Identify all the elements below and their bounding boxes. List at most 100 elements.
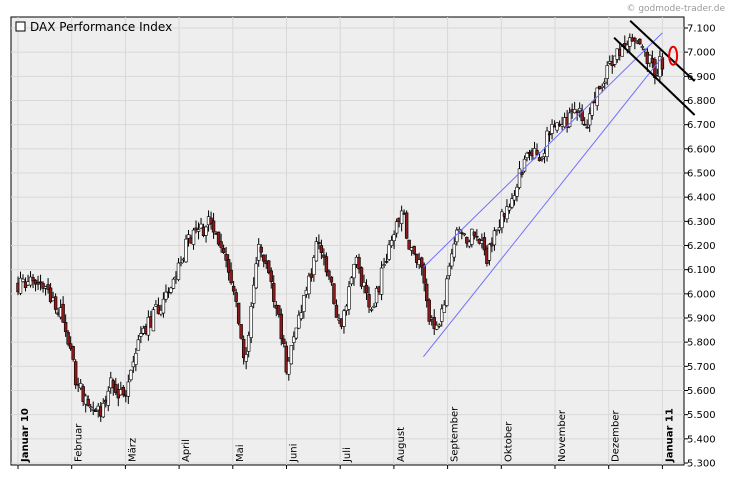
y-tick-label: 6.800 [687, 96, 716, 107]
y-tick-label: 5.900 [687, 314, 716, 325]
candle-body [121, 387, 126, 396]
candle-body [567, 112, 572, 127]
candle-body [91, 408, 95, 411]
candle-body [211, 220, 216, 233]
trendlines [423, 20, 696, 357]
candle-body [575, 111, 579, 114]
candle-body [219, 241, 223, 248]
y-tick-label: 6.100 [687, 265, 716, 276]
candle-body [199, 223, 203, 229]
candle-body [442, 304, 446, 313]
candle-body [229, 269, 233, 284]
candle-body [272, 283, 276, 302]
candle-body [362, 282, 366, 287]
x-month-label: Februar [74, 423, 85, 462]
candle-body [38, 281, 43, 284]
candle-body [440, 308, 444, 322]
candle-body [520, 172, 524, 175]
candle-body [522, 158, 527, 172]
candle-body [309, 273, 314, 278]
candle-body [535, 150, 539, 155]
candle-body [547, 133, 552, 136]
candle-body [347, 286, 351, 310]
candle-body [585, 126, 589, 129]
candle-body [317, 242, 321, 245]
candle-body [613, 55, 617, 65]
candle-body [482, 237, 487, 251]
y-tick-label: 6.900 [687, 72, 716, 83]
candle-body [319, 245, 324, 253]
candle-body [71, 346, 75, 360]
candle-body [269, 270, 273, 282]
candle-body [462, 233, 467, 236]
candle-body [332, 283, 336, 304]
candle-body [81, 386, 85, 402]
candle-body [412, 246, 416, 254]
candle-body [470, 228, 474, 245]
candle-body [184, 238, 188, 263]
candle-body [445, 278, 449, 306]
candle-body [399, 210, 404, 224]
legend-label: DAX Performance Index [30, 20, 172, 34]
x-month-label: Juni [289, 444, 300, 463]
candle-body [572, 109, 577, 114]
watermark-text: © godmode-trader.de [626, 4, 725, 14]
candle-body [540, 157, 544, 160]
candle-body [517, 168, 522, 188]
down-channel-lower [613, 36, 696, 116]
candle-body [46, 284, 50, 290]
x-month-label: September [450, 406, 461, 462]
candle-body [244, 354, 248, 362]
y-tick-label: 5.400 [687, 434, 716, 445]
candle-body [465, 237, 469, 244]
candle-body [156, 305, 161, 314]
candle-body [422, 264, 426, 284]
candle-body [425, 283, 429, 302]
candle-body [447, 265, 451, 276]
candle-body [414, 253, 419, 263]
y-tick-label: 5.600 [687, 386, 716, 397]
candle-body [327, 270, 331, 277]
candle-body [267, 260, 271, 273]
candle-body [294, 327, 299, 339]
candle-body [299, 312, 304, 319]
candle-body [21, 278, 25, 282]
y-tick-label: 5.800 [687, 338, 716, 349]
y-tick-label: 7.100 [687, 24, 716, 35]
candle-body [196, 229, 201, 232]
x-month-label: August [396, 427, 407, 462]
candle-body [106, 390, 110, 406]
candle-body [297, 314, 301, 329]
candle-body [329, 276, 334, 283]
candle-body [161, 298, 166, 314]
candle-body [236, 302, 241, 324]
candle-body [352, 264, 356, 279]
candle-body [577, 108, 582, 112]
candle-body [550, 124, 554, 134]
candle-body [171, 278, 176, 289]
candle-body [435, 324, 439, 330]
candle-body [63, 321, 68, 333]
candle-body [603, 81, 607, 84]
candle-body [407, 239, 411, 250]
candle-body [394, 221, 399, 234]
y-tick-label: 6.600 [687, 144, 716, 155]
candle-body [432, 317, 436, 329]
candle-body [582, 123, 587, 126]
candle-body [660, 57, 665, 70]
candle-body [437, 324, 441, 327]
candle-body [492, 230, 497, 246]
candle-body [73, 361, 78, 386]
plot-area [10, 16, 685, 466]
candle-body [41, 283, 45, 289]
candle-body [312, 257, 316, 276]
y-tick-label: 6.700 [687, 120, 716, 131]
candle-body [176, 262, 181, 280]
candle-body [633, 37, 637, 42]
candle-body [18, 277, 23, 294]
candle-body [382, 264, 386, 266]
candle-body [322, 254, 326, 258]
candle-body [282, 338, 286, 344]
y-tick-label: 6.300 [687, 217, 716, 228]
candle-body [231, 285, 236, 292]
